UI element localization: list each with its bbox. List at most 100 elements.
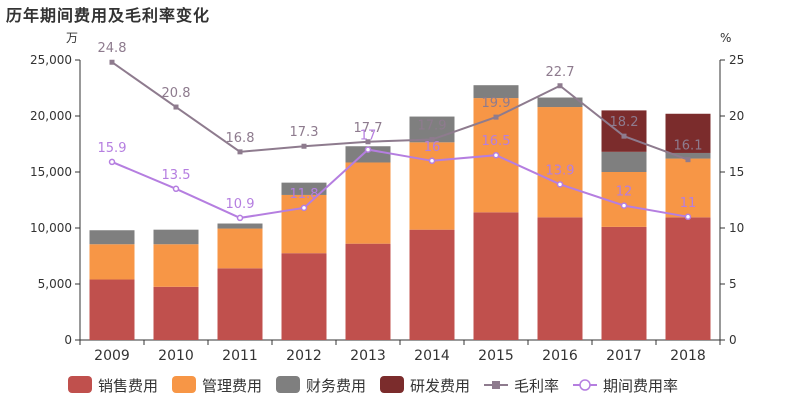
point-期间费用率 — [556, 181, 564, 188]
line-毛利率 — [111, 61, 689, 161]
legend-marker-毛利率 — [492, 381, 500, 389]
bar-管理费用-2012 — [281, 194, 327, 254]
point-期间费用率 — [684, 213, 692, 221]
data-label-毛利率: 24.8 — [98, 41, 127, 56]
data-label-期间费用率: 15.9 — [98, 141, 127, 156]
x-tick-label: 2013 — [350, 348, 386, 364]
point-期间费用率 — [172, 185, 180, 193]
chart-title: 历年期间费用及毛利率变化 — [6, 6, 211, 25]
data-label-毛利率: 17.3 — [290, 125, 319, 140]
point-期间费用率 — [428, 157, 436, 165]
bar-管理费用-2011 — [217, 228, 263, 269]
x-tick-label: 2015 — [478, 348, 514, 364]
point-毛利率 — [557, 83, 563, 89]
data-label-毛利率: 17.7 — [354, 121, 383, 136]
data-label-期间费用率: 11.8 — [290, 187, 319, 202]
data-label-期间费用率: 10.9 — [226, 197, 255, 212]
point-毛利率 — [685, 157, 691, 163]
data-label-毛利率: 18.2 — [610, 115, 639, 130]
point-期间费用率 — [236, 214, 244, 222]
point-毛利率 — [365, 139, 371, 145]
data-label-期间费用率: 16 — [424, 140, 441, 155]
bar-财务费用-2018 — [665, 152, 711, 159]
y-right-tick-label: 5 — [729, 277, 737, 291]
point-期间费用率 — [300, 204, 308, 212]
x-tick-label: 2011 — [222, 348, 258, 364]
bar-销售费用-2010 — [153, 286, 199, 340]
y-right-tick-label: 0 — [729, 333, 737, 347]
point-期间费用率 — [620, 202, 628, 209]
bar-财务费用-2013 — [345, 146, 391, 163]
bar-财务费用-2009 — [89, 230, 135, 245]
point-毛利率 — [429, 137, 435, 143]
legend-swatch-研发费用 — [380, 376, 404, 393]
data-label-期间费用率: 13.5 — [162, 168, 191, 183]
x-tick-label: 2018 — [670, 348, 706, 364]
bars — [89, 85, 711, 340]
bar-管理费用-2013 — [345, 162, 391, 244]
bar-管理费用-2009 — [89, 244, 135, 280]
point-期间费用率 — [364, 146, 372, 153]
y-left-tick-label: 10,000 — [30, 221, 72, 235]
data-label-毛利率: 17.9 — [418, 119, 447, 134]
axes: 0 5,000 10,000 15,000 20,000 25,000 0 5 10 15 20 25… — [30, 31, 744, 364]
point-毛利率 — [493, 114, 499, 120]
legend-swatch-管理费用 — [172, 376, 196, 393]
point-毛利率 — [109, 59, 115, 65]
point-期间费用率 — [492, 151, 500, 159]
point-毛利率 — [621, 133, 627, 139]
bar-销售费用-2018 — [665, 217, 711, 340]
legend-swatch-销售费用 — [68, 376, 92, 393]
bar-财务费用-2011 — [217, 223, 263, 229]
bar-销售费用-2009 — [89, 279, 135, 340]
point-毛利率 — [173, 104, 179, 110]
point-毛利率 — [301, 143, 307, 149]
y-right-tick-label: 25 — [729, 53, 744, 67]
y-left-tick-label: 20,000 — [30, 109, 72, 123]
bar-管理费用-2017 — [601, 172, 647, 227]
data-label-期间费用率: 12 — [616, 185, 633, 200]
bar-销售费用-2014 — [409, 229, 455, 340]
y-right-tick-label: 15 — [729, 165, 744, 179]
bar-管理费用-2016 — [537, 107, 583, 218]
bar-财务费用-2010 — [153, 229, 199, 245]
legend-label-财务费用: 财务费用 — [306, 377, 366, 395]
y-left-unit: 万 — [66, 31, 78, 45]
bar-销售费用-2012 — [281, 253, 327, 340]
data-label-毛利率: 16.1 — [674, 139, 703, 154]
legend-label-期间费用率: 期间费用率 — [603, 377, 678, 395]
legend-marker-期间费用率 — [579, 379, 591, 391]
bar-财务费用-2016 — [537, 97, 583, 108]
bar-销售费用-2015 — [473, 212, 519, 340]
x-tick-label: 2012 — [286, 348, 322, 364]
legend-label-销售费用: 销售费用 — [98, 377, 158, 395]
data-label-期间费用率: 17 — [360, 129, 377, 144]
data-labels: 24.8 20.8 16.8 17.3 17.7 17.9 19.9 22.7 18.2 16.1… — [98, 41, 703, 212]
legend: 销售费用 管理费用 财务费用 研发费用 毛利率 期间费用率 — [68, 376, 678, 395]
x-tick-label: 2009 — [94, 348, 130, 364]
y-right-tick-label: 10 — [729, 221, 744, 235]
data-label-期间费用率: 11 — [680, 196, 697, 211]
x-tick-label: 2017 — [606, 348, 642, 364]
data-label-期间费用率: 16.5 — [482, 134, 511, 149]
line-期间费用率 — [111, 148, 689, 219]
bar-研发费用-2018 — [665, 113, 711, 153]
legend-label-管理费用: 管理费用 — [202, 377, 262, 395]
bar-管理费用-2018 — [665, 158, 711, 218]
legend-label-毛利率: 毛利率 — [514, 377, 559, 395]
data-label-期间费用率: 13.9 — [546, 163, 575, 178]
data-label-毛利率: 19.9 — [482, 96, 511, 111]
data-label-毛利率: 20.8 — [162, 86, 191, 101]
lines — [108, 59, 692, 222]
point-毛利率 — [237, 149, 243, 155]
y-left-tick-label: 15,000 — [30, 165, 72, 179]
x-tick-label: 2016 — [542, 348, 578, 364]
y-right-tick-label: 20 — [729, 109, 744, 123]
bar-管理费用-2014 — [409, 142, 455, 230]
bar-财务费用-2012 — [281, 182, 327, 195]
y-left-tick-label: 0 — [64, 333, 72, 347]
y-left-tick-label: 5,000 — [38, 277, 72, 291]
bar-研发费用-2017 — [601, 110, 647, 152]
bar-财务费用-2017 — [601, 151, 647, 172]
